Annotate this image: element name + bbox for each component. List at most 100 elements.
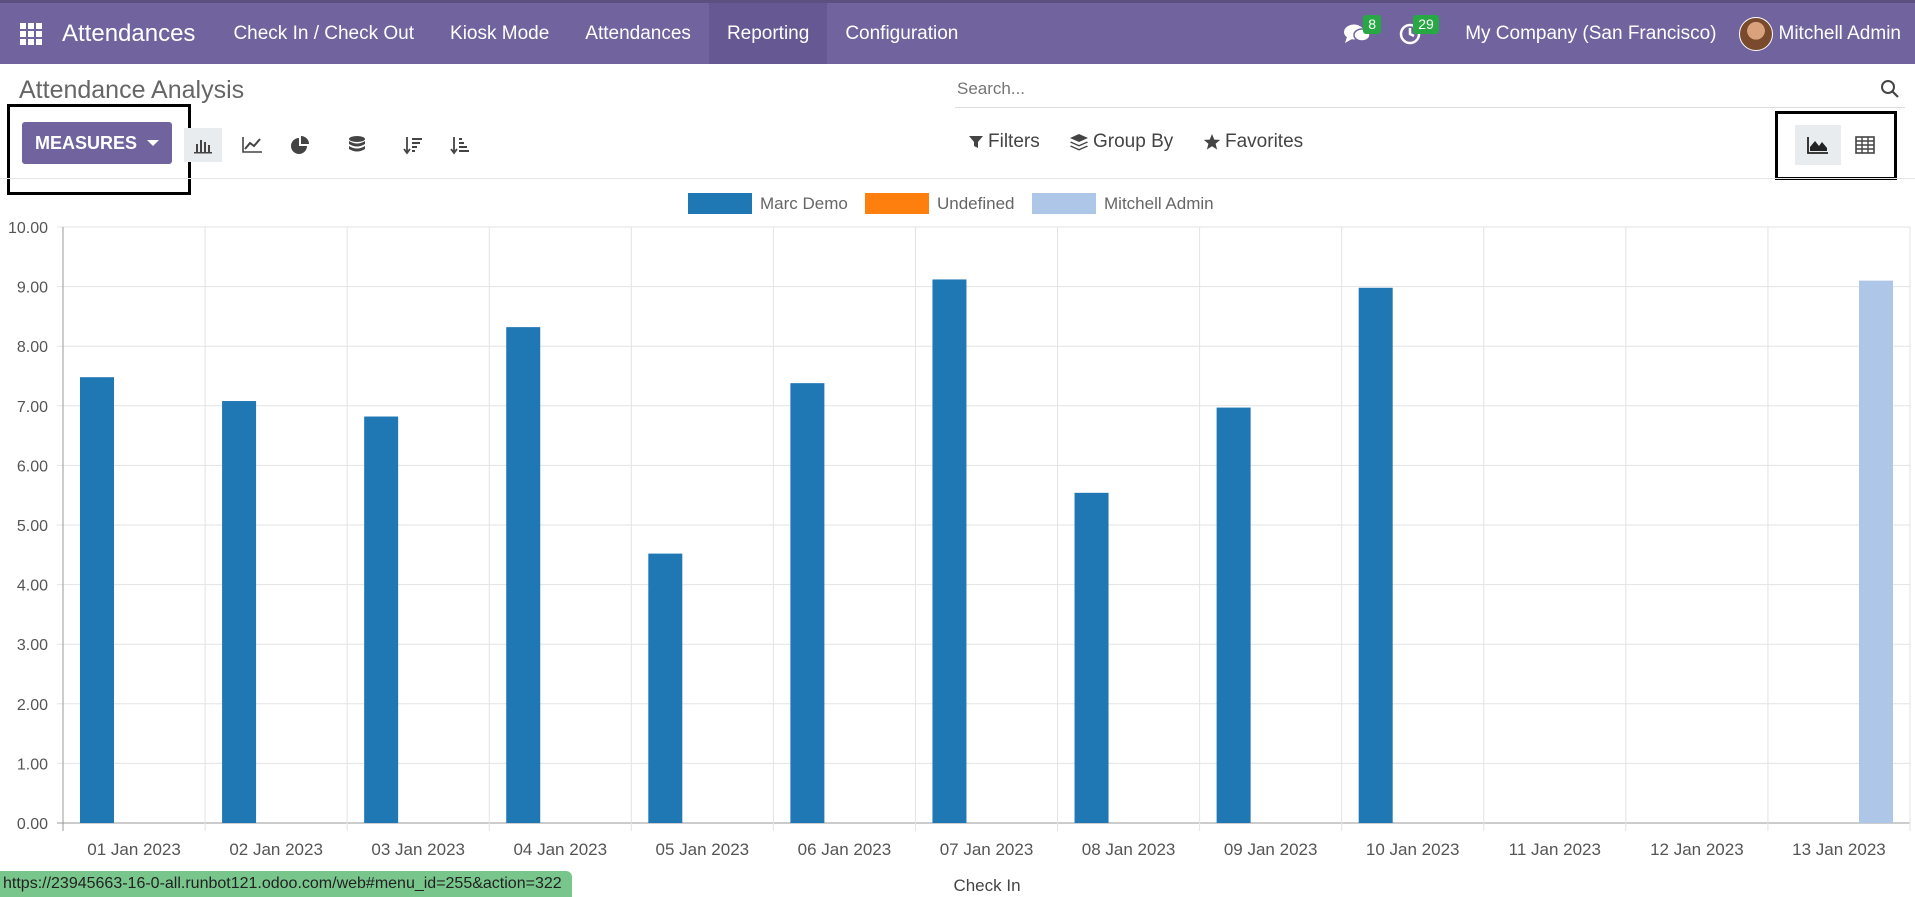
measures-highlight-box: MEASURES bbox=[7, 104, 191, 195]
legend-swatch[interactable] bbox=[1032, 193, 1096, 214]
y-tick-label: 2.00 bbox=[17, 697, 48, 714]
area-chart-icon bbox=[1807, 137, 1828, 154]
bar-marc-demo[interactable] bbox=[1358, 287, 1393, 823]
legend-label[interactable]: Marc Demo bbox=[760, 194, 848, 213]
y-tick-label: 10.00 bbox=[8, 220, 48, 237]
y-tick-label: 7.00 bbox=[17, 399, 48, 416]
menu-check-in-check-out[interactable]: Check In / Check Out bbox=[233, 22, 415, 44]
bar-marc-demo[interactable] bbox=[1074, 492, 1109, 823]
filters-dropdown[interactable]: Filters bbox=[968, 131, 1040, 153]
bar-chart-button[interactable] bbox=[184, 128, 222, 162]
x-tick-label: 10 Jan 2023 bbox=[1366, 840, 1460, 859]
chart-legend: Marc Demo Undefined Mitchell Admin bbox=[688, 193, 1214, 214]
chart-grid bbox=[57, 226, 1911, 831]
x-tick-label: 04 Jan 2023 bbox=[513, 840, 607, 859]
pie-chart-button[interactable] bbox=[281, 128, 319, 162]
page-title: Attendance Analysis bbox=[19, 76, 245, 104]
bar-marc-demo[interactable] bbox=[506, 327, 541, 823]
database-stack-icon bbox=[349, 136, 365, 152]
x-tick-label: 08 Jan 2023 bbox=[1082, 840, 1176, 859]
pivot-view-button[interactable] bbox=[1842, 125, 1888, 165]
bar-marc-demo[interactable] bbox=[1216, 407, 1251, 823]
line-chart-icon bbox=[242, 137, 262, 153]
sort-ascending-icon bbox=[450, 137, 469, 155]
x-tick-label: 13 Jan 2023 bbox=[1792, 840, 1886, 859]
sort-descending-icon bbox=[403, 137, 422, 155]
y-tick-label: 5.00 bbox=[17, 518, 48, 535]
group-by-dropdown[interactable]: Group By bbox=[1069, 131, 1173, 153]
bar-marc-demo[interactable] bbox=[80, 377, 114, 823]
search-icon[interactable] bbox=[1875, 79, 1905, 99]
top-navbar: Attendances Check In / Check Out Kiosk M… bbox=[0, 0, 1915, 64]
measures-dropdown-button[interactable]: MEASURES bbox=[22, 122, 172, 164]
menu-kiosk-mode[interactable]: Kiosk Mode bbox=[450, 22, 550, 44]
x-tick-label: 12 Jan 2023 bbox=[1650, 840, 1744, 859]
x-tick-label: 02 Jan 2023 bbox=[229, 840, 323, 859]
x-tick-label: 09 Jan 2023 bbox=[1224, 840, 1318, 859]
search-input[interactable] bbox=[955, 78, 1875, 99]
legend-swatch[interactable] bbox=[865, 193, 929, 214]
legend-label[interactable]: Mitchell Admin bbox=[1104, 194, 1214, 213]
messaging-menu[interactable]: 8 bbox=[1329, 3, 1385, 64]
sort-ascending-button[interactable] bbox=[441, 128, 479, 162]
favorites-label: Favorites bbox=[1225, 131, 1304, 152]
status-url-bar: https://23945663-16-0-all.runbot121.odoo… bbox=[0, 871, 572, 897]
control-panel-divider bbox=[0, 178, 1915, 179]
y-axis-ticks: 0.00 1.00 2.00 3.00 4.00 5.00 6.00 7.00 8.00 9.00… bbox=[8, 220, 48, 833]
app-brand[interactable]: Attendances bbox=[62, 19, 196, 47]
y-tick-label: 3.00 bbox=[17, 637, 48, 654]
user-menu[interactable]: Mitchell Admin bbox=[1738, 16, 1915, 51]
view-switcher-highlight-box bbox=[1775, 111, 1897, 180]
y-tick-label: 8.00 bbox=[17, 339, 48, 356]
layers-icon bbox=[1070, 134, 1088, 151]
legend-swatch[interactable] bbox=[688, 193, 752, 214]
user-name: Mitchell Admin bbox=[1778, 22, 1902, 44]
legend-label[interactable]: Undefined bbox=[937, 194, 1015, 213]
avatar bbox=[1738, 16, 1773, 51]
sort-descending-button[interactable] bbox=[394, 128, 432, 162]
measures-label: MEASURES bbox=[34, 132, 137, 153]
filters-label: Filters bbox=[988, 131, 1040, 152]
bar-marc-demo[interactable] bbox=[222, 401, 257, 823]
bar-marc-demo[interactable] bbox=[648, 553, 683, 823]
y-tick-label: 0.00 bbox=[17, 816, 48, 833]
x-tick-label: 01 Jan 2023 bbox=[87, 840, 181, 859]
caret-down-icon bbox=[147, 140, 159, 146]
stacked-button[interactable] bbox=[338, 128, 376, 162]
x-tick-label: 07 Jan 2023 bbox=[940, 840, 1034, 859]
y-tick-label: 9.00 bbox=[17, 280, 48, 297]
activities-count-badge: 29 bbox=[1413, 15, 1439, 34]
favorites-dropdown[interactable]: Favorites bbox=[1203, 131, 1303, 153]
y-tick-label: 6.00 bbox=[17, 458, 48, 475]
bar-chart-icon bbox=[194, 140, 212, 154]
group-by-label: Group By bbox=[1093, 131, 1174, 152]
line-chart-button[interactable] bbox=[233, 128, 271, 162]
chart-bars bbox=[80, 279, 1893, 823]
x-axis-label: Check In bbox=[953, 876, 1020, 895]
search-bar bbox=[955, 70, 1905, 108]
bar-marc-demo[interactable] bbox=[364, 416, 399, 823]
y-tick-label: 1.00 bbox=[17, 756, 48, 773]
menu-reporting[interactable]: Reporting bbox=[708, 3, 828, 64]
messages-count-badge: 8 bbox=[1363, 15, 1381, 34]
x-tick-label: 03 Jan 2023 bbox=[371, 840, 465, 859]
menu-attendances[interactable]: Attendances bbox=[585, 22, 691, 44]
bar-marc-demo[interactable] bbox=[790, 383, 825, 823]
attendance-bar-chart: Marc Demo Undefined Mitchell Admin 0.00 1.0… bbox=[8, 193, 1911, 895]
star-icon bbox=[1203, 134, 1221, 150]
menu-configuration[interactable]: Configuration bbox=[845, 22, 959, 44]
x-axis-ticks: 01 Jan 2023 02 Jan 2023 03 Jan 2023 04 Jan … bbox=[87, 840, 1886, 859]
x-tick-label: 06 Jan 2023 bbox=[798, 840, 892, 859]
bar-mitchell-admin[interactable] bbox=[1859, 280, 1893, 823]
apps-menu-icon[interactable] bbox=[0, 2, 62, 66]
filter-icon bbox=[969, 136, 983, 148]
x-tick-label: 11 Jan 2023 bbox=[1509, 840, 1601, 859]
table-grid-icon bbox=[1855, 136, 1875, 154]
company-switcher[interactable]: My Company (San Francisco) bbox=[1465, 22, 1717, 44]
x-tick-label: 05 Jan 2023 bbox=[656, 840, 750, 859]
graph-view-button[interactable] bbox=[1795, 125, 1841, 165]
activity-menu[interactable]: 29 bbox=[1385, 3, 1443, 64]
bar-marc-demo[interactable] bbox=[932, 279, 967, 823]
y-tick-label: 4.00 bbox=[17, 578, 48, 595]
pie-chart-icon bbox=[291, 136, 309, 154]
